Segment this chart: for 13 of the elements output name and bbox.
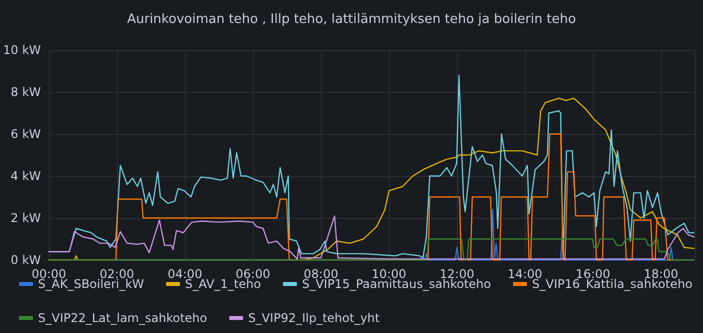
y-tick-label: 6 kW — [10, 127, 42, 141]
y-tick-label: 4 kW — [10, 169, 42, 183]
legend-label: S_VIP22_Lat_lam_sahkoteho — [38, 311, 208, 325]
legend-label: S_AK_SBoileri_kW — [38, 277, 144, 291]
y-tick-label: 0 kW — [10, 253, 42, 267]
y-tick-label: 8 kW — [10, 85, 42, 99]
chart-title: Aurinkovoiman teho , Illp teho, lattilämmityksen teho ja boilerin teho — [127, 12, 576, 27]
y-tick-label: 10 kW — [2, 43, 42, 57]
legend-label: S_AV_1_teho — [185, 277, 261, 291]
legend-label: S_VIP15_Paamittaus_sahkoteho — [302, 277, 491, 291]
legend-label: S_VIP92_Ilp_tehot_yht — [248, 311, 380, 325]
y-tick-label: 2 kW — [10, 211, 42, 225]
legend-label: S_VIP16_Kattila_sahkoteho — [532, 277, 692, 291]
